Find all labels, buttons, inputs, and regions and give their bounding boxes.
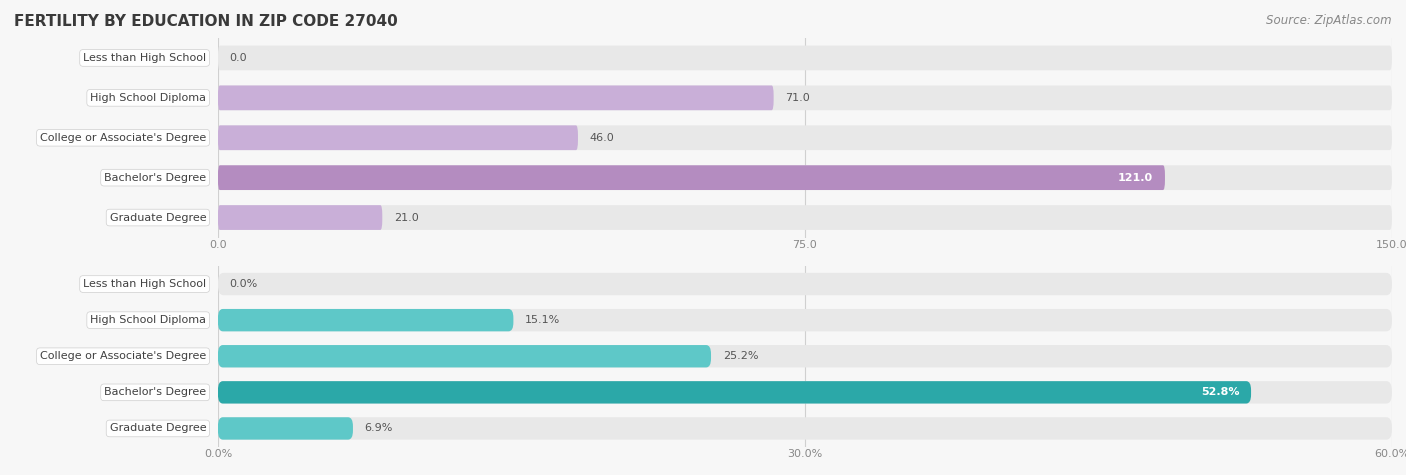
- Text: Less than High School: Less than High School: [83, 53, 207, 63]
- Text: High School Diploma: High School Diploma: [90, 315, 207, 325]
- Text: Bachelor's Degree: Bachelor's Degree: [104, 387, 207, 398]
- Text: 0.0: 0.0: [229, 53, 247, 63]
- FancyBboxPatch shape: [218, 417, 1392, 440]
- FancyBboxPatch shape: [218, 205, 1392, 230]
- Text: Less than High School: Less than High School: [83, 279, 207, 289]
- Text: 25.2%: 25.2%: [723, 351, 758, 361]
- FancyBboxPatch shape: [218, 273, 1392, 295]
- Text: 0.0%: 0.0%: [229, 279, 257, 289]
- Text: 46.0: 46.0: [589, 133, 614, 143]
- FancyBboxPatch shape: [218, 125, 1392, 150]
- Text: College or Associate's Degree: College or Associate's Degree: [39, 133, 207, 143]
- Text: 71.0: 71.0: [786, 93, 810, 103]
- FancyBboxPatch shape: [218, 309, 1392, 332]
- Text: High School Diploma: High School Diploma: [90, 93, 207, 103]
- Text: Graduate Degree: Graduate Degree: [110, 423, 207, 434]
- FancyBboxPatch shape: [218, 381, 1392, 404]
- FancyBboxPatch shape: [218, 345, 711, 368]
- Text: Graduate Degree: Graduate Degree: [110, 212, 207, 223]
- FancyBboxPatch shape: [218, 345, 1392, 368]
- FancyBboxPatch shape: [218, 309, 513, 332]
- Text: 121.0: 121.0: [1118, 172, 1153, 183]
- FancyBboxPatch shape: [218, 86, 1392, 110]
- FancyBboxPatch shape: [218, 125, 578, 150]
- Text: 15.1%: 15.1%: [524, 315, 561, 325]
- FancyBboxPatch shape: [218, 46, 1392, 70]
- FancyBboxPatch shape: [218, 205, 382, 230]
- FancyBboxPatch shape: [218, 165, 1166, 190]
- Text: 6.9%: 6.9%: [364, 423, 394, 434]
- FancyBboxPatch shape: [218, 165, 1392, 190]
- FancyBboxPatch shape: [218, 381, 1251, 404]
- FancyBboxPatch shape: [218, 86, 773, 110]
- FancyBboxPatch shape: [218, 417, 353, 440]
- Text: College or Associate's Degree: College or Associate's Degree: [39, 351, 207, 361]
- Text: FERTILITY BY EDUCATION IN ZIP CODE 27040: FERTILITY BY EDUCATION IN ZIP CODE 27040: [14, 14, 398, 29]
- Text: 52.8%: 52.8%: [1201, 387, 1239, 398]
- Text: Bachelor's Degree: Bachelor's Degree: [104, 172, 207, 183]
- Text: Source: ZipAtlas.com: Source: ZipAtlas.com: [1267, 14, 1392, 27]
- Text: 21.0: 21.0: [394, 212, 419, 223]
